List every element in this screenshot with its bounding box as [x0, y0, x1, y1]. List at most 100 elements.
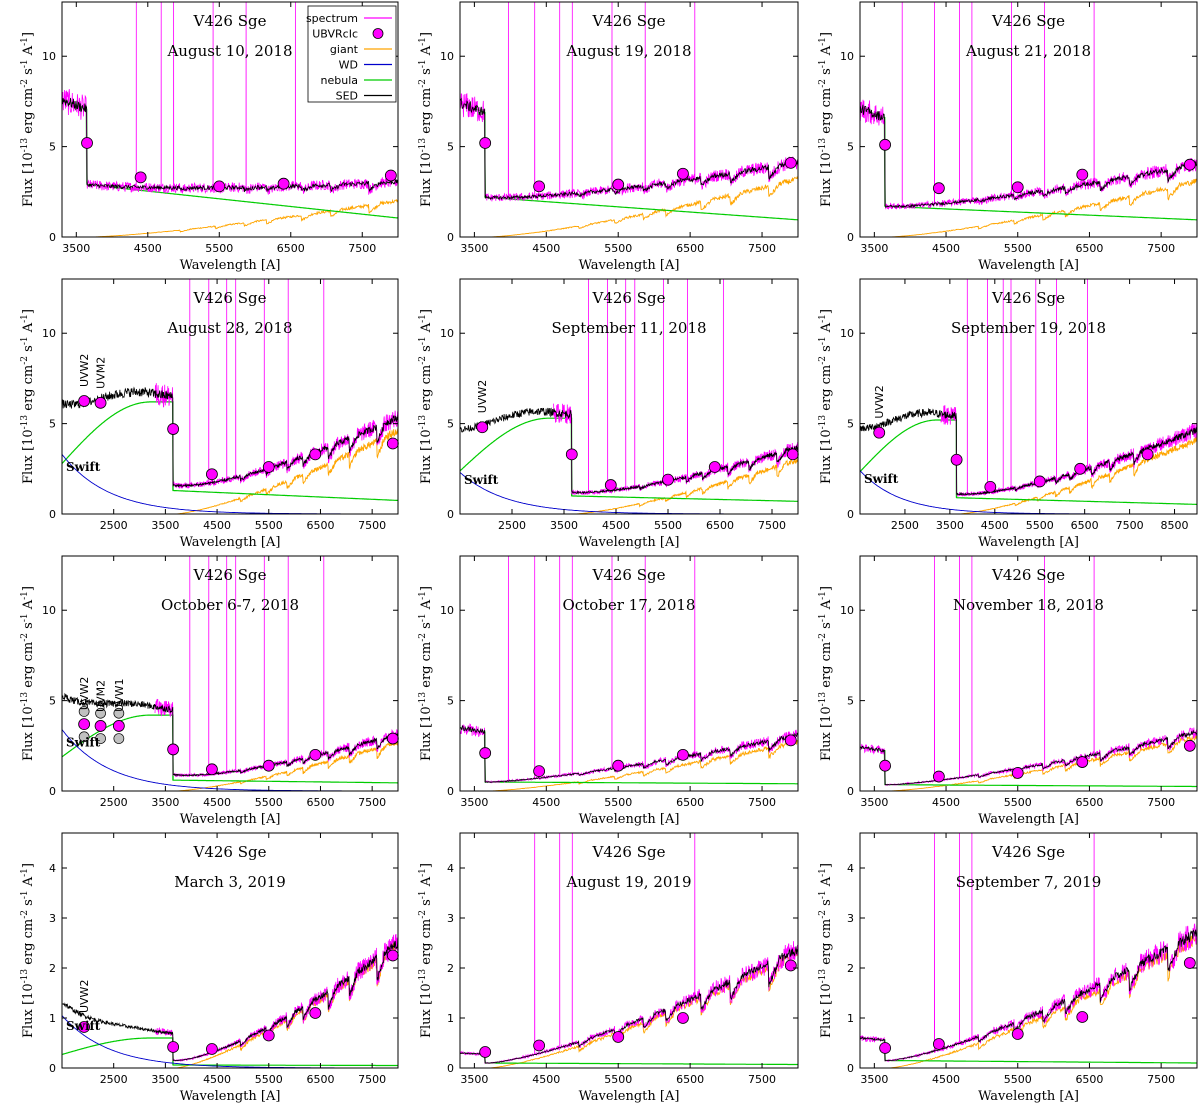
- ubvri-point-4: [677, 748, 689, 761]
- sed-model-line: [860, 104, 1197, 209]
- panel-date: September 19, 2018: [951, 319, 1106, 337]
- x-axis-label: Wavelength [A]: [180, 258, 281, 273]
- ylabel-exp2: -2: [20, 633, 30, 642]
- panel-date: October 17, 2018: [563, 596, 696, 614]
- plot-area: [460, 556, 798, 791]
- ylabel-exp3: -1: [818, 613, 828, 622]
- x-axis-label: Wavelength [A]: [579, 812, 680, 827]
- y-tick-label: 0: [447, 785, 454, 798]
- legend-box: [307, 5, 397, 103]
- ubvri-point-5: [1183, 739, 1196, 752]
- x-axis-label: Wavelength [A]: [579, 535, 680, 550]
- ylabel-unit3: A: [419, 876, 434, 890]
- ylabel-unit2: s: [419, 345, 434, 356]
- ylabel-exp: -13: [418, 138, 428, 153]
- ylabel-exp: -13: [818, 692, 828, 707]
- swift-label: Swift: [66, 1019, 101, 1033]
- ubvri-point-3: [1011, 1028, 1024, 1040]
- sed-model-line: [860, 407, 1197, 497]
- plot-area: [860, 279, 1197, 514]
- ubvri-point-4: [277, 177, 290, 190]
- ylabel-exp4: -1: [20, 314, 30, 323]
- panel-star-name: V426 Sge: [592, 843, 666, 861]
- ylabel-exp4: -1: [818, 591, 828, 600]
- ubvri-point-1: [479, 137, 492, 149]
- ubvri-point-2: [533, 180, 546, 193]
- ylabel-exp2: -2: [818, 79, 828, 88]
- y-tick-label: 3: [49, 912, 56, 925]
- sed-model-line: [62, 97, 398, 193]
- sed-model-line: [62, 692, 398, 777]
- ubvri-point-1: [950, 453, 963, 466]
- panel-date: September 11, 2018: [551, 319, 706, 337]
- observed-spectrum-line: [860, 556, 1197, 787]
- observed-spectrum-line: [154, 933, 398, 1063]
- x-tick-label: 6500: [306, 796, 334, 809]
- ylabel-unit3: A: [819, 599, 834, 613]
- panel-7: UVW2 UVM2 UVW1 Swift 2500 3500 4500 5500 6500 750…: [20, 555, 399, 827]
- ylabel-exp3: -1: [20, 59, 30, 68]
- panel-frame: [61, 832, 399, 1069]
- ubvri-point-4: [309, 448, 322, 461]
- observed-spectrum-line: [460, 556, 798, 784]
- ubvri-point-5: [1141, 448, 1154, 461]
- y-tick-label: 5: [847, 418, 854, 431]
- y-tick-label: 0: [49, 1062, 56, 1075]
- legend: spectrum UBVRcIc giant WD nebula SED: [306, 5, 397, 103]
- y-tick-label: 5: [847, 695, 854, 708]
- ylabel-close: ]: [819, 309, 834, 314]
- panel-star-name: V426 Sge: [991, 843, 1065, 861]
- ylabel-close: ]: [21, 309, 36, 314]
- y-tick-label: 0: [847, 785, 854, 798]
- ylabel-exp3: -1: [818, 59, 828, 68]
- ylabel-exp3: -1: [818, 336, 828, 345]
- swift-error-high-1: [78, 706, 90, 717]
- x-tick-label: 7500: [748, 1073, 776, 1086]
- y-tick-label: 10: [840, 604, 854, 617]
- observed-spectrum-line: [940, 279, 1197, 498]
- giant-model-line: [90, 198, 398, 237]
- ylabel-unit1: erg cm: [21, 88, 36, 138]
- swift-point-1: [476, 421, 489, 434]
- y-tick-label: 0: [49, 231, 56, 244]
- panel-1: 3500 4500 5500 6500 7500 0 5 10 Wavelength [A] Fl…: [20, 1, 399, 273]
- y-axis-label: Flux [10-13 erg cm-2 s-1 A-1]: [20, 863, 36, 1038]
- ubvri-point-2: [984, 480, 997, 493]
- swift-band-label-2: UVM2: [95, 680, 108, 712]
- panel-star-name: V426 Sge: [193, 12, 267, 30]
- x-tick-label: 4500: [981, 519, 1009, 532]
- panel-date: September 7, 2019: [956, 873, 1102, 891]
- plot-area: [62, 2, 398, 237]
- swift-band-label-1: UVW2: [873, 385, 886, 418]
- ubvri-point-3: [262, 759, 275, 772]
- plot-area: [860, 556, 1197, 791]
- plot-area: [62, 556, 398, 791]
- ylabel-exp3: -1: [20, 613, 30, 622]
- y-tick-label: 0: [49, 508, 56, 521]
- ylabel-unit3: A: [21, 876, 36, 890]
- legend-label-spectrum: spectrum: [306, 12, 358, 25]
- y-tick-label: 5: [847, 141, 854, 154]
- swift-label: Swift: [66, 460, 101, 474]
- y-tick-label: 10: [440, 604, 454, 617]
- ubvri-point-1: [879, 759, 891, 772]
- ylabel-unit2: s: [21, 899, 36, 910]
- x-tick-label: 4500: [203, 1073, 231, 1086]
- panel-frame: [859, 278, 1198, 515]
- ylabel-exp2: -2: [418, 633, 428, 642]
- ubvri-point-4: [708, 461, 721, 473]
- swift-band-label-2: UVM2: [95, 357, 108, 389]
- y-tick-label: 0: [847, 1062, 854, 1075]
- y-tick-label: 3: [447, 912, 454, 925]
- x-tick-label: 4500: [932, 242, 960, 255]
- y-tick-label: 3: [847, 912, 854, 925]
- panel-date: March 3, 2019: [174, 873, 286, 891]
- ylabel-exp4: -1: [818, 868, 828, 877]
- y-tick-label: 5: [447, 418, 454, 431]
- ylabel-exp3: -1: [20, 890, 30, 899]
- swift-label: Swift: [464, 473, 499, 487]
- swift-error-low-1: [78, 731, 90, 743]
- nebula-model-line: [860, 419, 1197, 505]
- ylabel-exp: -13: [818, 138, 828, 153]
- x-tick-label: 6500: [676, 796, 704, 809]
